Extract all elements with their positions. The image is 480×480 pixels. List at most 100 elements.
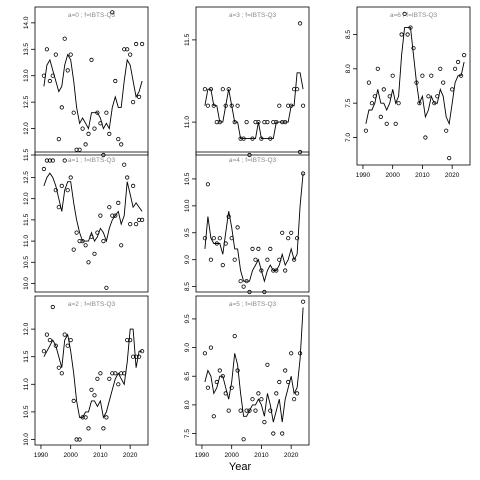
panel-a2: a=2 ; f=IBTS-Q3 10.0 10.5 11.0 11.5 12.0 1990 2… [23,295,149,459]
data-point [205,103,210,108]
panel-title: a=6 ; f=IBTS-Q3 [390,12,438,19]
data-point [86,426,91,431]
data-point [277,257,282,262]
data-point [259,268,264,273]
y-tick-label: 11.5 [23,213,30,226]
panel-title: a=2 ; f=IBTS-Q3 [68,301,116,308]
data-point [47,78,53,84]
data-point [405,32,410,37]
data-point [71,110,76,115]
data-point [256,246,261,251]
data-point [128,52,133,57]
data-point [300,103,306,108]
data-point [107,205,112,210]
data-point [423,135,428,140]
panel-a1: a=1 ; f=IBTS-Q3 10.0 10.5 11.0 11.5 12.0 12.5 [23,151,149,293]
data-point [235,225,240,230]
data-point [56,137,61,142]
fitted-series-line [43,172,143,243]
data-point [104,415,109,420]
data-point [262,289,267,295]
data-point [229,236,234,241]
data-point [265,257,270,262]
y-tick-label: 11.0 [23,235,30,248]
data-point [220,262,225,268]
data-point [68,337,73,343]
panel-title: a=4 ; f=IBTS-Q3 [229,157,277,164]
data-point [444,128,449,133]
x-tick-label: 2010 [415,172,430,179]
data-point [205,385,210,390]
data-point [44,332,50,337]
x-tick-label: 2020 [284,452,299,459]
data-point [119,371,124,376]
data-point [435,94,440,99]
data-point [86,131,91,136]
data-point [300,171,306,176]
y-tick-label: 11.0 [184,116,191,129]
y-tick-label: 7.5 [184,429,191,438]
data-point [232,257,237,262]
data-point [390,73,395,78]
data-point [110,371,115,376]
data-point [98,213,103,218]
data-point [86,260,91,265]
data-point [411,46,416,51]
data-point [217,368,222,373]
data-point [50,158,55,163]
y-tick-label: 10.5 [23,405,30,418]
y-tick-label: 10.0 [184,199,191,212]
data-point [396,101,401,106]
data-point [56,365,61,370]
data-point [244,279,249,284]
data-point [262,419,267,425]
panel-a5: a=5 ; f=IBTS-Q3 7.5 8.0 8.5 9.0 9.5 1990 2000 20… [184,295,310,459]
data-point [226,87,231,92]
data-point [280,431,285,436]
data-point [83,415,88,420]
data-point [62,332,67,337]
fitted-series-line [204,72,304,140]
data-point [259,397,264,402]
data-point [253,120,258,125]
data-point [80,239,85,244]
panel-a0: a=0 ; f=IBTS-Q3 11.5 12.0 12.5 13.0 13.5 14.0 [23,6,149,161]
y-tick-label: 10.5 [184,172,191,185]
data-point [137,354,142,359]
data-point [74,147,79,152]
data-point [68,175,73,180]
data-point [235,368,240,373]
data-point [131,183,136,188]
data-point [235,103,240,108]
data-point [217,120,222,125]
plot-frame [34,295,149,446]
data-point [438,66,443,71]
fitted-series-line [365,27,465,126]
data-point [59,183,64,188]
y-tick-label: 8.0 [184,400,191,409]
data-point [408,25,413,30]
data-point [53,343,58,348]
y-tick-label: 11.0 [23,378,30,391]
data-point [271,431,276,436]
data-point [280,230,285,235]
data-point [229,385,234,390]
data-point [128,222,133,227]
data-point [256,120,261,125]
data-point [229,103,234,108]
data-point [89,234,94,239]
data-point [104,285,109,290]
data-point [131,100,136,105]
data-point [372,94,377,99]
y-tick-label: 8.5 [184,282,191,291]
data-point [74,437,79,442]
data-point [450,87,455,92]
data-point [107,131,112,136]
y-tick-label: 14.0 [23,16,30,29]
data-point [363,128,368,133]
data-point [247,408,252,413]
data-point [217,236,222,241]
data-point [250,397,255,402]
data-point [59,105,64,110]
data-point [41,349,47,354]
